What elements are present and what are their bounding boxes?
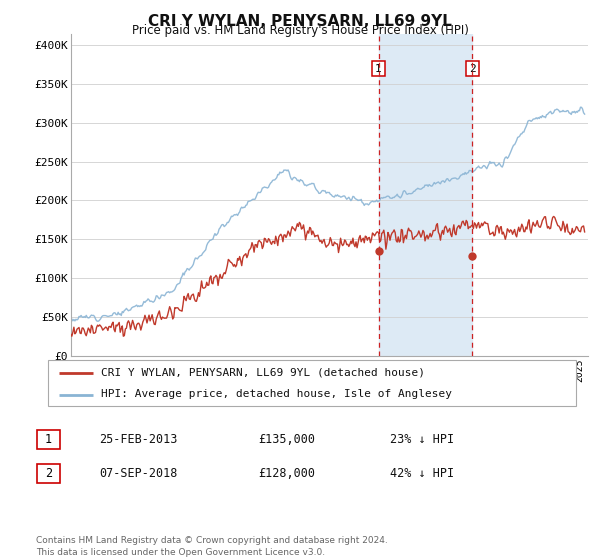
Text: Contains HM Land Registry data © Crown copyright and database right 2024.
This d: Contains HM Land Registry data © Crown c…	[36, 536, 388, 557]
Text: 1: 1	[375, 63, 382, 73]
Text: £128,000: £128,000	[258, 466, 315, 480]
Text: 23% ↓ HPI: 23% ↓ HPI	[390, 433, 454, 446]
Text: 07-SEP-2018: 07-SEP-2018	[99, 466, 178, 480]
Text: £135,000: £135,000	[258, 433, 315, 446]
Text: 42% ↓ HPI: 42% ↓ HPI	[390, 466, 454, 480]
Text: CRI Y WYLAN, PENYSARN, LL69 9YL: CRI Y WYLAN, PENYSARN, LL69 9YL	[148, 14, 452, 29]
Text: CRI Y WYLAN, PENYSARN, LL69 9YL (detached house): CRI Y WYLAN, PENYSARN, LL69 9YL (detache…	[101, 367, 425, 377]
Text: Price paid vs. HM Land Registry's House Price Index (HPI): Price paid vs. HM Land Registry's House …	[131, 24, 469, 37]
Bar	[379, 34, 472, 356]
Text: HPI: Average price, detached house, Isle of Anglesey: HPI: Average price, detached house, Isle…	[101, 389, 452, 399]
Text: 1: 1	[45, 433, 52, 446]
Text: 25-FEB-2013: 25-FEB-2013	[99, 433, 178, 446]
Text: 2: 2	[469, 63, 476, 73]
Text: 2: 2	[45, 466, 52, 480]
